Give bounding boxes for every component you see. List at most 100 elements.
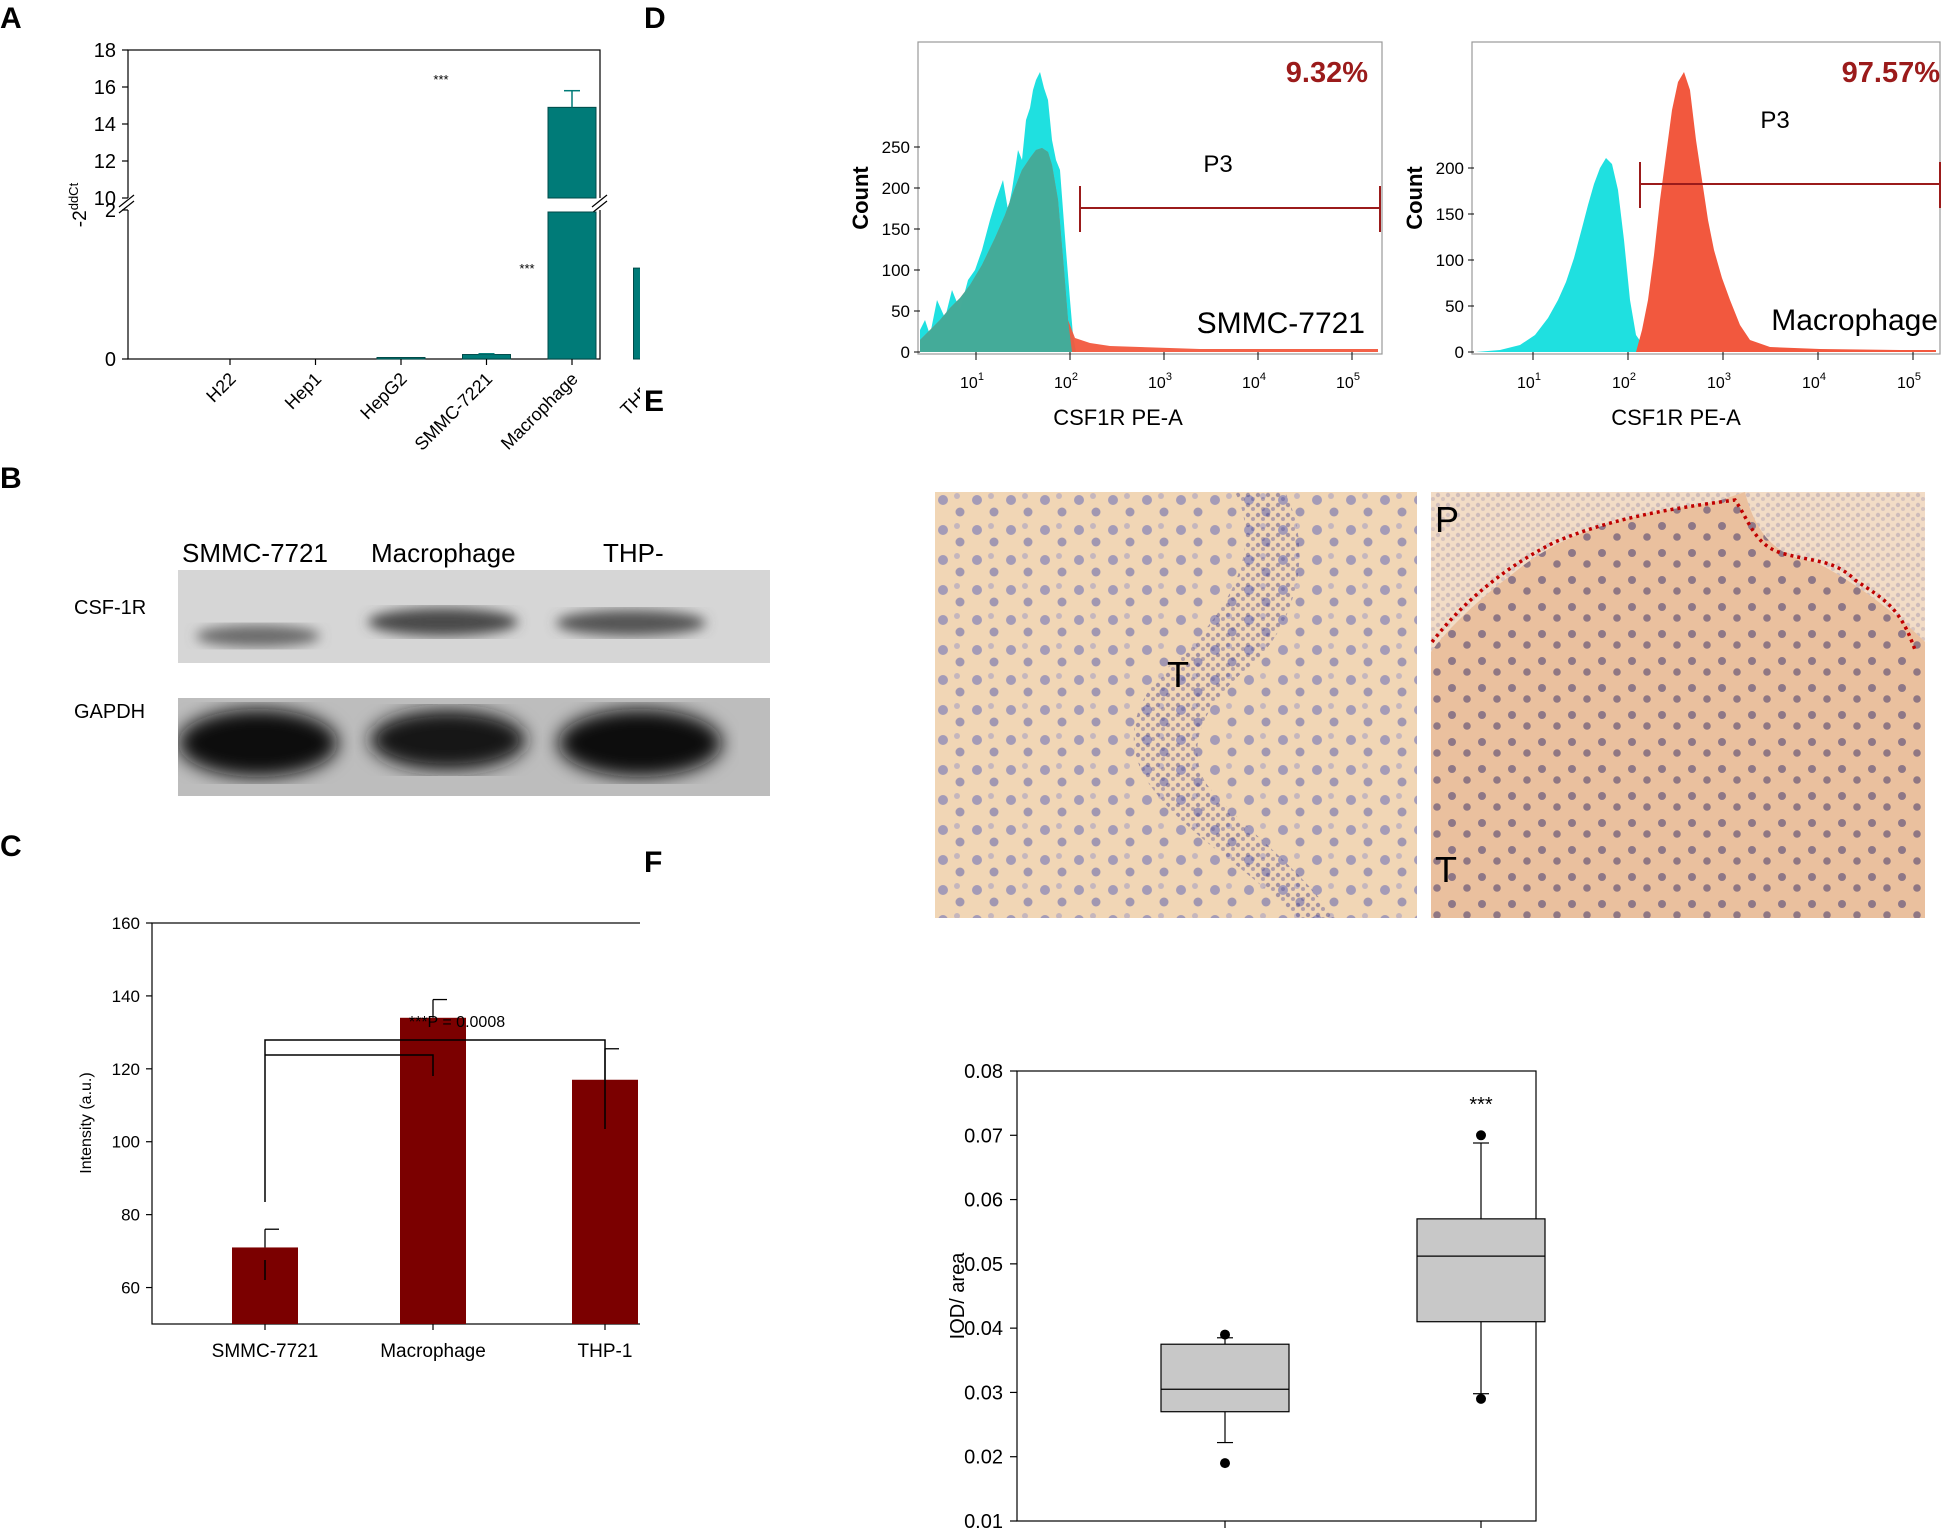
ytick-label: 250 xyxy=(882,138,910,157)
xtick-label: 101 xyxy=(1517,371,1541,392)
category-label: THP-1 xyxy=(578,1341,633,1362)
xtick-label: 104 xyxy=(1242,371,1266,392)
panel-letter-b: B xyxy=(0,462,22,495)
panel-f-ylabel: IOD/ area xyxy=(947,1252,969,1340)
ytick-label: 0 xyxy=(901,343,910,362)
csf1r-band-thp1 xyxy=(556,610,706,636)
flow-right-xlabel: CSF1R PE-A xyxy=(1611,405,1741,430)
panel-f-chart: 0.01 0.02 0.03 0.04 0.05 0.06 0.07 0.08 Tumor c… xyxy=(947,1061,1546,1533)
gapdh-band-macrophage xyxy=(370,710,526,770)
flow-right-red xyxy=(1636,72,1936,352)
ytick-label: 120 xyxy=(112,1060,140,1079)
flow-right-yticks: 0 50 100 150 200 xyxy=(1436,159,1474,362)
ytick-label: 100 xyxy=(1436,251,1464,270)
ytick-label: 0.02 xyxy=(964,1447,1003,1469)
category-label: SMMC-7721 xyxy=(212,1341,319,1362)
xtick-label: 102 xyxy=(1612,371,1636,392)
flow-left-xticks: 101 102 103 104 105 xyxy=(960,352,1360,392)
ytick-label: 160 xyxy=(112,914,140,933)
panel-b: SMMC-7721 Macrophage THP-1 CSF-1R GAPDH xyxy=(0,520,770,796)
flow-left-percent: 9.32% xyxy=(1286,57,1368,89)
ytick-label: 0.07 xyxy=(964,1125,1003,1147)
panel-f-sig: *** xyxy=(1469,1094,1493,1116)
svg-text:-2ddCt: -2ddCt xyxy=(66,182,91,227)
row-label-gapdh: GAPDH xyxy=(74,701,146,723)
blot-image xyxy=(178,570,770,796)
flow-right-xticks: 101 102 103 104 105 xyxy=(1517,352,1921,392)
axis-break-left xyxy=(118,194,135,208)
flow-right-cyan xyxy=(1476,158,1660,352)
panel-a-ylabel: -2ddCt xyxy=(66,182,91,227)
ytick-label: 0.06 xyxy=(964,1190,1003,1212)
bar-smmc-7721 xyxy=(232,1247,298,1324)
panel-f-boxes xyxy=(1160,1130,1546,1469)
flow-left-gate-label: P3 xyxy=(1203,151,1232,178)
ytick-label: 150 xyxy=(882,220,910,239)
ytick-label: 0 xyxy=(1455,343,1464,362)
flow-right-sample: Macrophage xyxy=(1771,304,1938,337)
xtick-label: 103 xyxy=(1707,371,1731,392)
panel-c-annotation: ***P = 0.0008 xyxy=(409,1014,505,1031)
ytick-label: 14 xyxy=(94,114,116,136)
xtick-label: 101 xyxy=(960,371,984,392)
sig-bracket-outer xyxy=(264,1039,606,1202)
ytick-label: 100 xyxy=(112,1133,140,1152)
ytick-label: 150 xyxy=(1436,205,1464,224)
ihc-left-stroma xyxy=(1133,492,1335,918)
flow-left-yticks: 0 50 100 150 200 250 xyxy=(882,138,920,362)
panel-c-ticks: 60 80 100 120 140 160 xyxy=(112,914,152,1298)
lane-label-smmc: SMMC-7721 xyxy=(182,538,328,568)
ihc-right-label-t: T xyxy=(1435,849,1457,890)
ytick-label: 12 xyxy=(94,151,116,173)
lane-label-macrophage: Macrophage xyxy=(371,538,516,568)
category-label: Macrophage xyxy=(380,1341,486,1362)
xtick-label: 104 xyxy=(1802,371,1826,392)
panel-c-bars xyxy=(232,998,638,1324)
xtick-label: 105 xyxy=(1336,371,1360,392)
ytick-label: 0.04 xyxy=(964,1318,1003,1340)
ytick-label: 18 xyxy=(94,40,116,62)
flow-left-ylabel: Count xyxy=(848,166,873,230)
panel-a-ticks: 10 12 14 16 18 0 2 xyxy=(94,40,128,371)
bar-thp-1 xyxy=(633,267,640,360)
ytick-label: 0.01 xyxy=(964,1511,1003,1533)
panel-e-ihc: T P T xyxy=(935,492,1925,918)
row-label-csf1r: CSF-1R xyxy=(74,597,147,619)
ytick-label: 140 xyxy=(112,987,140,1006)
panel-letter-f: F xyxy=(644,846,663,879)
ytick-label: 0.05 xyxy=(964,1254,1003,1276)
sig-macrophage: *** xyxy=(433,72,448,87)
panel-a-ylabel-main: -2 xyxy=(70,210,91,227)
ytick-label: 10 xyxy=(94,188,116,210)
axis-break-right xyxy=(591,194,608,208)
panel-d-flow: 9.32% P3 SMMC-7721 Count CSF1R PE-A 0 50 1… xyxy=(848,41,1941,430)
panel-letter-e: E xyxy=(644,385,665,418)
ytick-label: 0 xyxy=(105,349,116,371)
flow-right-ylabel: Count xyxy=(1402,166,1427,230)
outlier-point xyxy=(1220,1329,1230,1340)
sig-thp1: *** xyxy=(519,261,534,276)
panel-f-ticks: 0.01 0.02 0.03 0.04 0.05 0.06 0.07 0.08 xyxy=(964,1061,1017,1533)
xtick-label: 105 xyxy=(1897,371,1921,392)
ytick-label: 0.08 xyxy=(964,1061,1003,1083)
ytick-label: 200 xyxy=(882,179,910,198)
box-tumor-core xyxy=(1160,1343,1290,1413)
sig-bracket-inner xyxy=(265,1054,434,1076)
ytick-label: 50 xyxy=(891,302,910,321)
flow-right-gate-label: P3 xyxy=(1760,107,1789,134)
ytick-label: 60 xyxy=(121,1279,140,1298)
panel-c-frame xyxy=(151,922,640,1325)
panel-letter-d: D xyxy=(644,2,666,35)
ihc-left-label-t: T xyxy=(1167,654,1189,695)
csf1r-band-smmc xyxy=(196,625,320,647)
box-tumor-margin xyxy=(1416,1218,1546,1323)
ihc-right-label-p: P xyxy=(1435,499,1459,540)
xtick-label: 102 xyxy=(1054,371,1078,392)
panel-c-ylabel: Intensity (a.u.) xyxy=(78,1072,95,1173)
ytick-label: 50 xyxy=(1445,297,1464,316)
panel-letter-c: C xyxy=(0,830,22,863)
flow-right-percent: 97.57% xyxy=(1842,57,1941,89)
gapdh-band-smmc xyxy=(178,709,338,777)
panel-letter-a: A xyxy=(0,2,22,35)
